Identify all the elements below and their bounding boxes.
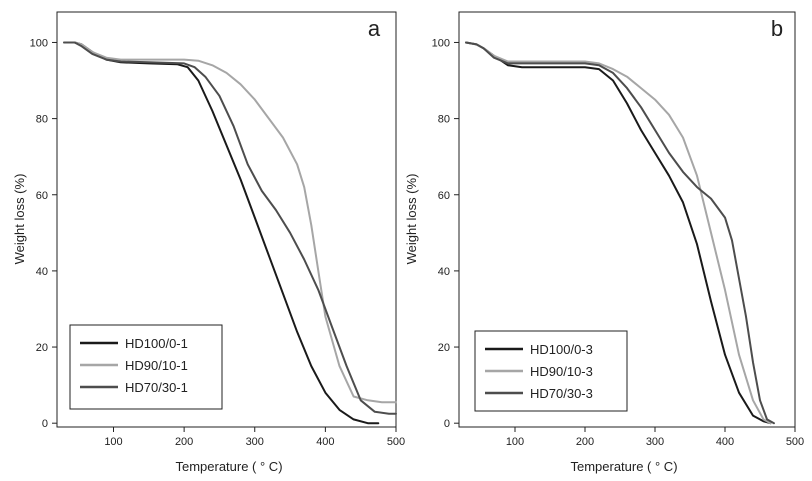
x-tick-label: 300 (246, 436, 264, 448)
y-tick-label: 20 (36, 342, 48, 354)
y-tick-label: 0 (444, 418, 450, 430)
legend-label: HD90/10-1 (125, 358, 188, 373)
x-tick-label: 400 (716, 436, 734, 448)
y-axis-title: Weight loss (%) (12, 174, 27, 265)
series-line (465, 41, 772, 425)
series-line (63, 41, 397, 404)
series-line (63, 41, 397, 415)
y-tick-label: 100 (432, 37, 450, 49)
y-tick-label: 40 (36, 266, 48, 278)
panel-label: a (368, 16, 381, 41)
y-tick-label: 20 (438, 342, 450, 354)
x-axis-title: Temperature ( ° C) (570, 459, 677, 474)
legend-label: HD100/0-1 (125, 336, 188, 351)
legend-label: HD70/30-3 (530, 386, 593, 401)
x-tick-label: 100 (104, 436, 122, 448)
legend-label: HD100/0-3 (530, 342, 593, 357)
y-axis-title: Weight loss (%) (404, 174, 419, 265)
y-tick-label: 80 (438, 114, 450, 126)
y-tick-label: 100 (30, 37, 48, 49)
y-tick-label: 60 (438, 190, 450, 202)
panel-label: b (771, 16, 783, 41)
legend-box (69, 324, 223, 410)
x-tick-label: 500 (786, 436, 804, 448)
x-tick-label: 500 (387, 436, 405, 448)
plot-frame (56, 11, 397, 428)
x-tick-label: 100 (506, 436, 524, 448)
panel-b: Weight loss (%) Temperature ( ° C) b 0 20… (404, 11, 804, 474)
legend-label: HD90/10-3 (530, 364, 593, 379)
plot-frame (458, 11, 796, 428)
x-axis-title: Temperature ( ° C) (175, 459, 282, 474)
y-tick-label: 80 (36, 114, 48, 126)
y-tick-label: 40 (438, 266, 450, 278)
series-line (465, 41, 775, 425)
x-tick-label: 300 (646, 436, 664, 448)
x-tick-label: 200 (175, 436, 193, 448)
legend-label: HD70/30-1 (125, 380, 188, 395)
panel-a: Weight loss (%) Temperature ( ° C) a 0 20… (12, 11, 405, 474)
x-tick-label: 400 (316, 436, 334, 448)
y-tick-label: 60 (36, 190, 48, 202)
x-tick-label: 200 (576, 436, 594, 448)
y-tick-label: 0 (42, 418, 48, 430)
